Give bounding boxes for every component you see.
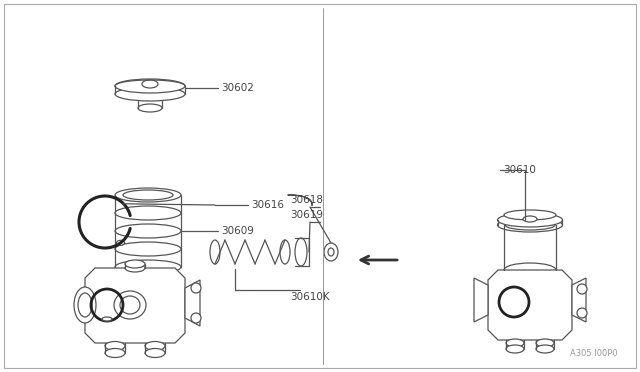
Text: 30609: 30609 [221,226,254,236]
Ellipse shape [115,188,181,202]
Polygon shape [85,268,185,343]
Ellipse shape [295,238,307,266]
Ellipse shape [145,341,165,350]
Ellipse shape [120,296,140,314]
Text: 30619: 30619 [290,210,323,220]
Text: 30616: 30616 [251,200,284,210]
Ellipse shape [506,339,524,347]
Ellipse shape [115,206,181,220]
Ellipse shape [536,339,554,347]
Ellipse shape [115,242,181,256]
Ellipse shape [536,345,554,353]
Polygon shape [488,270,572,340]
Ellipse shape [105,349,125,357]
Circle shape [577,308,587,318]
Ellipse shape [105,341,125,350]
Text: A305 I00P0: A305 I00P0 [570,349,618,358]
Text: 30618: 30618 [290,195,323,205]
Ellipse shape [123,190,173,200]
Ellipse shape [504,263,556,277]
Ellipse shape [328,248,334,256]
Ellipse shape [142,80,158,88]
Ellipse shape [74,287,96,323]
Ellipse shape [115,260,181,274]
Ellipse shape [115,79,185,93]
Circle shape [191,313,201,323]
Ellipse shape [114,291,146,319]
Ellipse shape [102,317,112,321]
Ellipse shape [138,104,162,112]
Ellipse shape [210,240,220,264]
Polygon shape [572,278,586,322]
Ellipse shape [115,224,181,238]
Ellipse shape [506,345,524,353]
Ellipse shape [497,213,563,227]
Ellipse shape [78,293,92,317]
Ellipse shape [125,264,145,272]
Ellipse shape [116,240,125,245]
Ellipse shape [115,87,185,101]
Polygon shape [185,280,200,326]
Ellipse shape [504,210,556,220]
Text: 30602: 30602 [221,83,254,93]
Ellipse shape [280,240,290,264]
Ellipse shape [505,220,555,230]
Circle shape [191,283,201,293]
Polygon shape [474,278,488,322]
Text: 30610K: 30610K [290,292,330,302]
Ellipse shape [523,216,537,222]
Ellipse shape [115,270,181,284]
Text: 30610: 30610 [503,165,536,175]
Circle shape [577,284,587,294]
Ellipse shape [497,218,563,232]
Ellipse shape [145,349,165,357]
Ellipse shape [324,243,338,261]
Ellipse shape [125,260,145,268]
